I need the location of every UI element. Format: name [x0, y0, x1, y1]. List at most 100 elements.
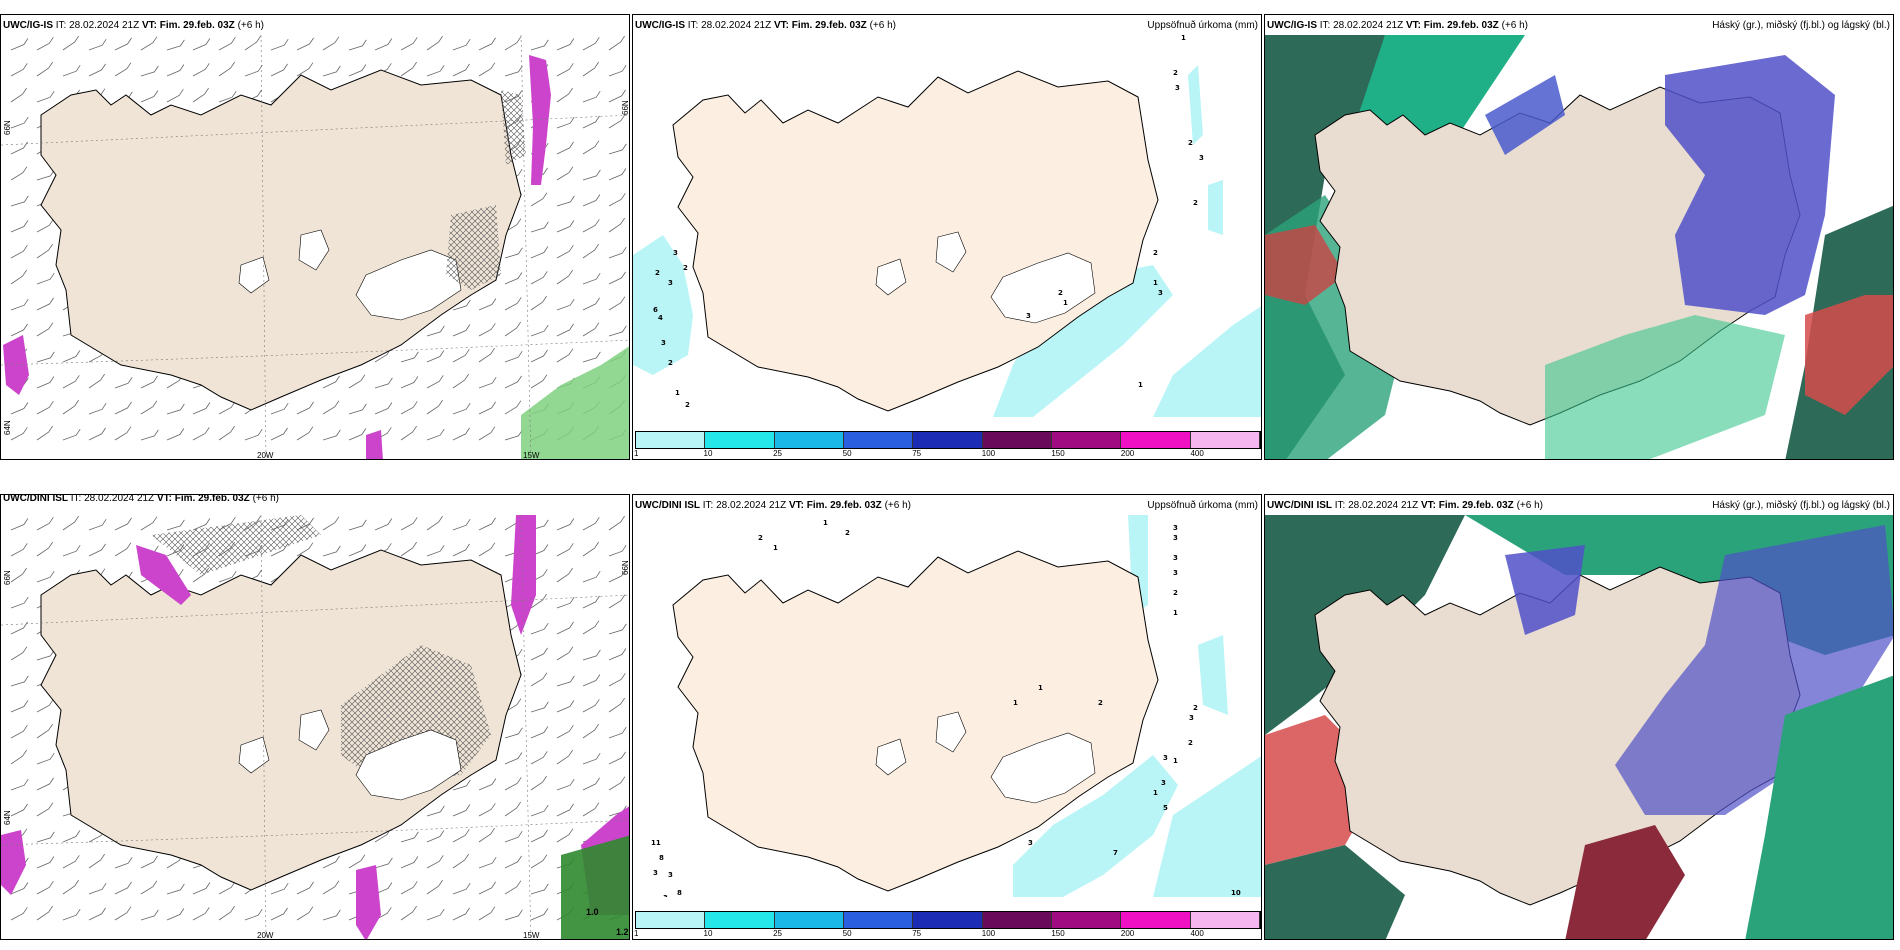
- precip-value: 3: [673, 249, 678, 257]
- wind-barb: [10, 166, 28, 181]
- wind-barb: [478, 323, 496, 337]
- lat-label-64n: 64N: [3, 810, 12, 825]
- wind-barb: [608, 515, 625, 531]
- wind-barb: [36, 856, 55, 869]
- wind-barb: [322, 855, 340, 869]
- wind-barb: [530, 221, 549, 233]
- wind-barb: [218, 37, 236, 51]
- wind-barb: [374, 377, 393, 389]
- wind-barb: [478, 376, 497, 389]
- precip-value: 1: [1013, 699, 1018, 707]
- precip-value: 3: [1158, 289, 1163, 297]
- wind-barb: [530, 701, 549, 713]
- precip-value: 1: [1153, 279, 1158, 287]
- wind-barb: [608, 217, 625, 233]
- colorbar-segment: [982, 432, 1052, 448]
- wind-barb: [166, 64, 185, 77]
- wind-barb: [608, 246, 627, 259]
- wind-barb: [582, 219, 600, 233]
- wind-barb: [36, 297, 54, 311]
- wind-barb: [582, 674, 601, 687]
- wind-barb: [556, 518, 575, 531]
- wind-barb: [400, 831, 419, 843]
- wind-barb: [192, 518, 211, 531]
- wind-barb: [556, 323, 574, 337]
- precip-value: 3: [1189, 714, 1194, 722]
- wind-barb: [582, 723, 599, 739]
- wind-barb: [582, 243, 599, 259]
- graticule: [1, 35, 629, 459]
- colorbar-tick-label: 200: [1120, 449, 1135, 458]
- wind-barb: [582, 194, 601, 207]
- wind-barb: [36, 37, 54, 51]
- wind-barb: [140, 400, 158, 415]
- wind-barb: [582, 115, 600, 129]
- wind-barb: [10, 87, 27, 103]
- wind-barb: [582, 595, 600, 609]
- wind-barb: [504, 218, 522, 233]
- wind-barb: [322, 909, 341, 921]
- wind-barb: [608, 35, 625, 51]
- wind-barb: [270, 402, 289, 415]
- panel-header: UWC/DINI ISL IT: 28.02.2024 21Z VT: Fim.…: [3, 494, 279, 504]
- wind-barb: [582, 570, 601, 583]
- wind-barb: [400, 541, 417, 557]
- wind-barb: [270, 882, 289, 895]
- panel-field-title: Háský (gr.), miðský (fj.bl.) og lágský (…: [1712, 20, 1890, 31]
- wind-barb: [556, 348, 574, 363]
- precip-value: 3: [1173, 534, 1178, 542]
- wind-barb: [530, 622, 549, 635]
- wind-barb: [36, 61, 53, 77]
- wind-barb: [36, 541, 53, 557]
- precip-value: 2: [1173, 589, 1178, 597]
- wind-barb: [452, 38, 471, 51]
- precip-value: 3: [1173, 569, 1178, 577]
- wind-barb: [504, 429, 523, 441]
- wind-barb: [478, 517, 496, 531]
- wind-barb: [192, 38, 211, 51]
- wind-barb: [374, 882, 393, 895]
- wind-barb: [114, 542, 132, 557]
- wind-barb: [10, 803, 28, 817]
- wind-barb: [400, 905, 417, 921]
- colorbar-tick-label: 200: [1120, 929, 1135, 938]
- colorbar-segment: [913, 912, 983, 928]
- colorbar-ticks: 1 10 25 50 75 100 150 200 400: [634, 929, 1261, 939]
- wind-barb: [218, 881, 236, 895]
- wind-barb: [166, 883, 185, 895]
- wind-barb: [504, 297, 522, 311]
- wind-barb: [478, 856, 497, 869]
- iceland-land: [672, 70, 1159, 412]
- panel-clouds-top: UWC/IG-IS IT: 28.02.2024 21Z VT: Fim. 29…: [1264, 14, 1894, 460]
- wind-barb: [114, 856, 133, 869]
- wind-barb: [62, 544, 81, 557]
- wind-barb: [348, 374, 366, 389]
- wind-barb: [452, 518, 471, 531]
- wind-barb: [88, 543, 106, 557]
- wind-barb: [36, 169, 55, 181]
- precip-value: 2: [1188, 139, 1193, 147]
- colorbar-tick-label: 1: [634, 929, 639, 938]
- wind-barb: [556, 298, 575, 311]
- colorbar-tick-label: 75: [912, 449, 922, 458]
- wind-barb: [10, 543, 28, 557]
- wind-barb: [244, 35, 261, 51]
- wind-barb: [478, 37, 496, 51]
- wind-barb: [530, 775, 547, 791]
- wind-barb: [530, 593, 547, 609]
- precip-value: 1: [1173, 757, 1178, 765]
- wind-barb: [36, 752, 55, 765]
- wind-barb: [348, 854, 366, 869]
- wind-barb: [374, 857, 393, 869]
- wind-barb: [504, 321, 521, 337]
- panel-field-title: Háský (gr.), miðský (fj.bl.) og lágský (…: [1712, 500, 1890, 511]
- wind-barb: [296, 906, 314, 921]
- wind-barb: [218, 401, 236, 415]
- wind-barb: [452, 853, 469, 869]
- colorbar-tick-label: 10: [703, 929, 713, 938]
- wind-barb: [582, 777, 600, 791]
- panel-precip-top: UWC/IG-IS IT: 28.02.2024 21Z VT: Fim. 29…: [632, 14, 1262, 460]
- wind-barb: [582, 140, 600, 155]
- wind-barb: [608, 64, 627, 77]
